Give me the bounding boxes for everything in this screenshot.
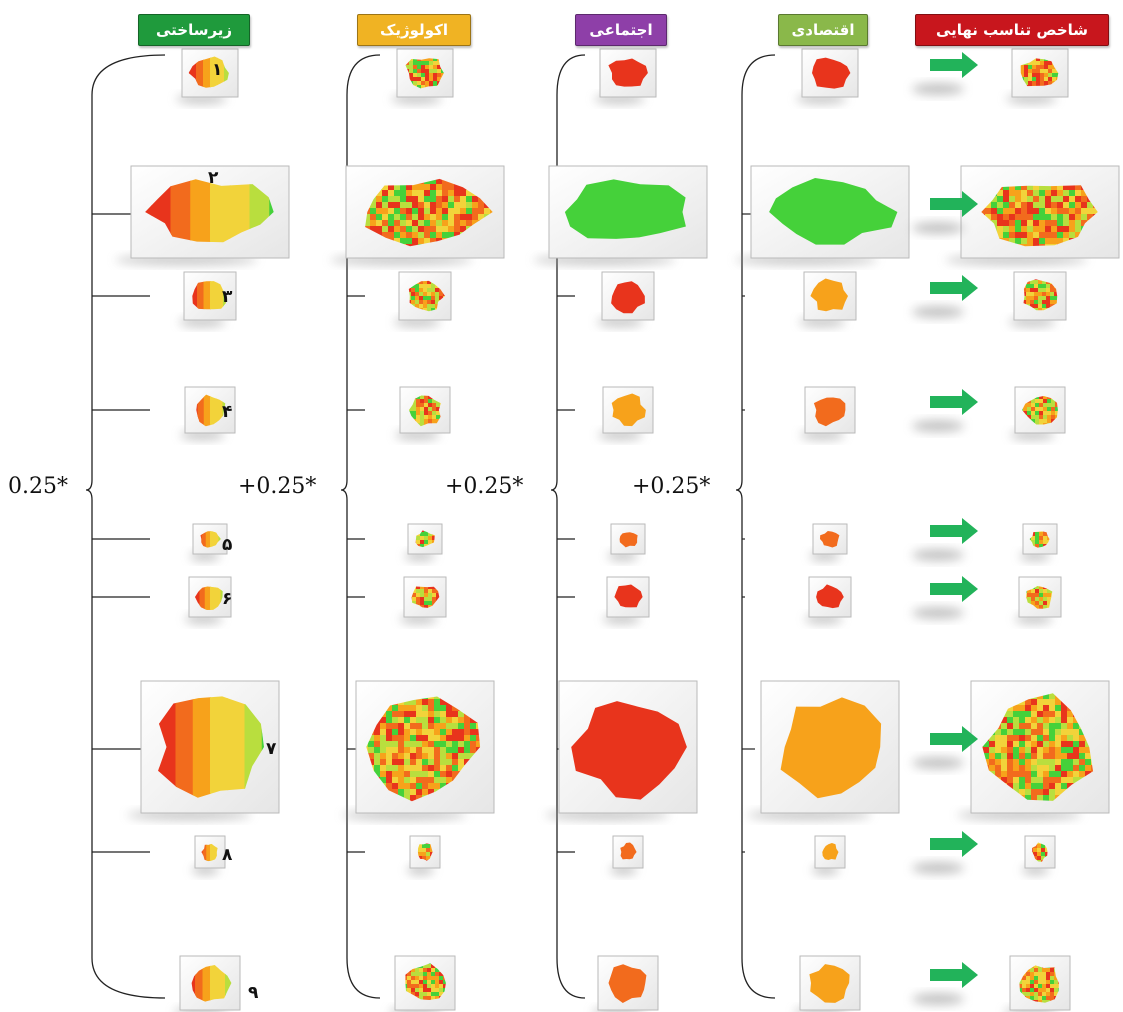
map-ecological-4 <box>395 386 451 440</box>
arrow-9 <box>912 962 978 1005</box>
map-ecological-8 <box>407 835 441 875</box>
map-social-5 <box>607 523 646 561</box>
header-social: اجتماعی <box>575 14 667 46</box>
map-infrastructure-7 <box>127 680 280 820</box>
map-social-2 <box>533 165 708 265</box>
map-ecological-5 <box>404 523 443 561</box>
map-economic-6 <box>804 576 852 624</box>
map-social-3 <box>596 271 655 327</box>
parcel-number-8: ۸ <box>222 845 233 865</box>
map-infrastructure-6 <box>184 576 232 624</box>
map-infrastructure-5 <box>189 523 228 561</box>
parcel-number-5: ۵ <box>222 535 233 555</box>
map-social-8 <box>610 835 644 875</box>
parcel-number-1: ۱ <box>212 60 223 80</box>
map-final-index-4 <box>1010 386 1066 440</box>
bracket-social <box>550 54 586 999</box>
bracket-ecological <box>340 54 381 999</box>
bracket-economic <box>735 54 776 999</box>
map-ecological-7 <box>342 680 495 820</box>
map-economic-4 <box>800 386 856 440</box>
map-infrastructure-2 <box>115 165 290 265</box>
map-ecological-1 <box>391 48 454 104</box>
bracket-infrastructure <box>85 54 166 999</box>
coefficient-social: +0.25* <box>445 474 524 499</box>
arrow-1 <box>912 52 978 95</box>
map-infrastructure-1 <box>176 48 239 104</box>
arrow-4 <box>912 389 978 432</box>
map-economic-7 <box>747 680 900 820</box>
map-economic-3 <box>798 271 857 327</box>
map-final-index-5 <box>1019 523 1058 561</box>
arrow-7 <box>912 726 978 769</box>
map-economic-9 <box>794 955 861 1012</box>
coefficient-infrastructure: 0.25* <box>8 474 68 499</box>
header-infrastructure: زیرساختی <box>138 14 250 46</box>
map-ecological-9 <box>389 955 456 1012</box>
parcel-number-3: ۳ <box>222 287 233 307</box>
map-final-index-6 <box>1014 576 1062 624</box>
map-final-index-8 <box>1022 835 1056 875</box>
map-infrastructure-9 <box>174 955 241 1012</box>
map-social-9 <box>592 955 659 1012</box>
header-final-index: شاخص تناسب نهایی <box>915 14 1109 46</box>
arrow-3 <box>912 275 978 318</box>
arrow-5 <box>912 518 978 561</box>
map-social-1 <box>594 48 657 104</box>
map-social-6 <box>602 576 650 624</box>
map-infrastructure-3 <box>178 271 237 327</box>
map-economic-1 <box>796 48 859 104</box>
parcel-number-7: ۷ <box>266 739 277 759</box>
parcel-number-9-label: ۹ <box>248 983 259 1003</box>
parcel-number-2: ۲ <box>208 168 219 188</box>
map-infrastructure-8 <box>192 835 226 875</box>
map-final-index-9 <box>1004 955 1071 1012</box>
map-final-index-1 <box>1006 48 1069 104</box>
map-infrastructure-4 <box>180 386 236 440</box>
map-final-index-7 <box>957 680 1110 820</box>
header-economic: اقتصادی <box>778 14 868 46</box>
arrow-2 <box>912 191 978 234</box>
map-final-index-3 <box>1008 271 1067 327</box>
map-social-4 <box>598 386 654 440</box>
parcel-number-4: ۴ <box>222 402 233 422</box>
map-ecological-2 <box>330 165 505 265</box>
map-ecological-3 <box>393 271 452 327</box>
header-ecological: اکولوژیک <box>357 14 471 46</box>
arrow-6 <box>912 576 978 619</box>
map-final-index-2 <box>945 165 1120 265</box>
coefficient-economic: +0.25* <box>632 474 711 499</box>
arrow-8 <box>912 831 978 874</box>
map-economic-8 <box>812 835 846 875</box>
map-economic-5 <box>809 523 848 561</box>
map-social-7 <box>545 680 698 820</box>
parcel-number-6: ۶ <box>222 589 233 609</box>
map-ecological-6 <box>399 576 447 624</box>
map-economic-2 <box>735 165 910 265</box>
coefficient-ecological: +0.25* <box>238 474 317 499</box>
